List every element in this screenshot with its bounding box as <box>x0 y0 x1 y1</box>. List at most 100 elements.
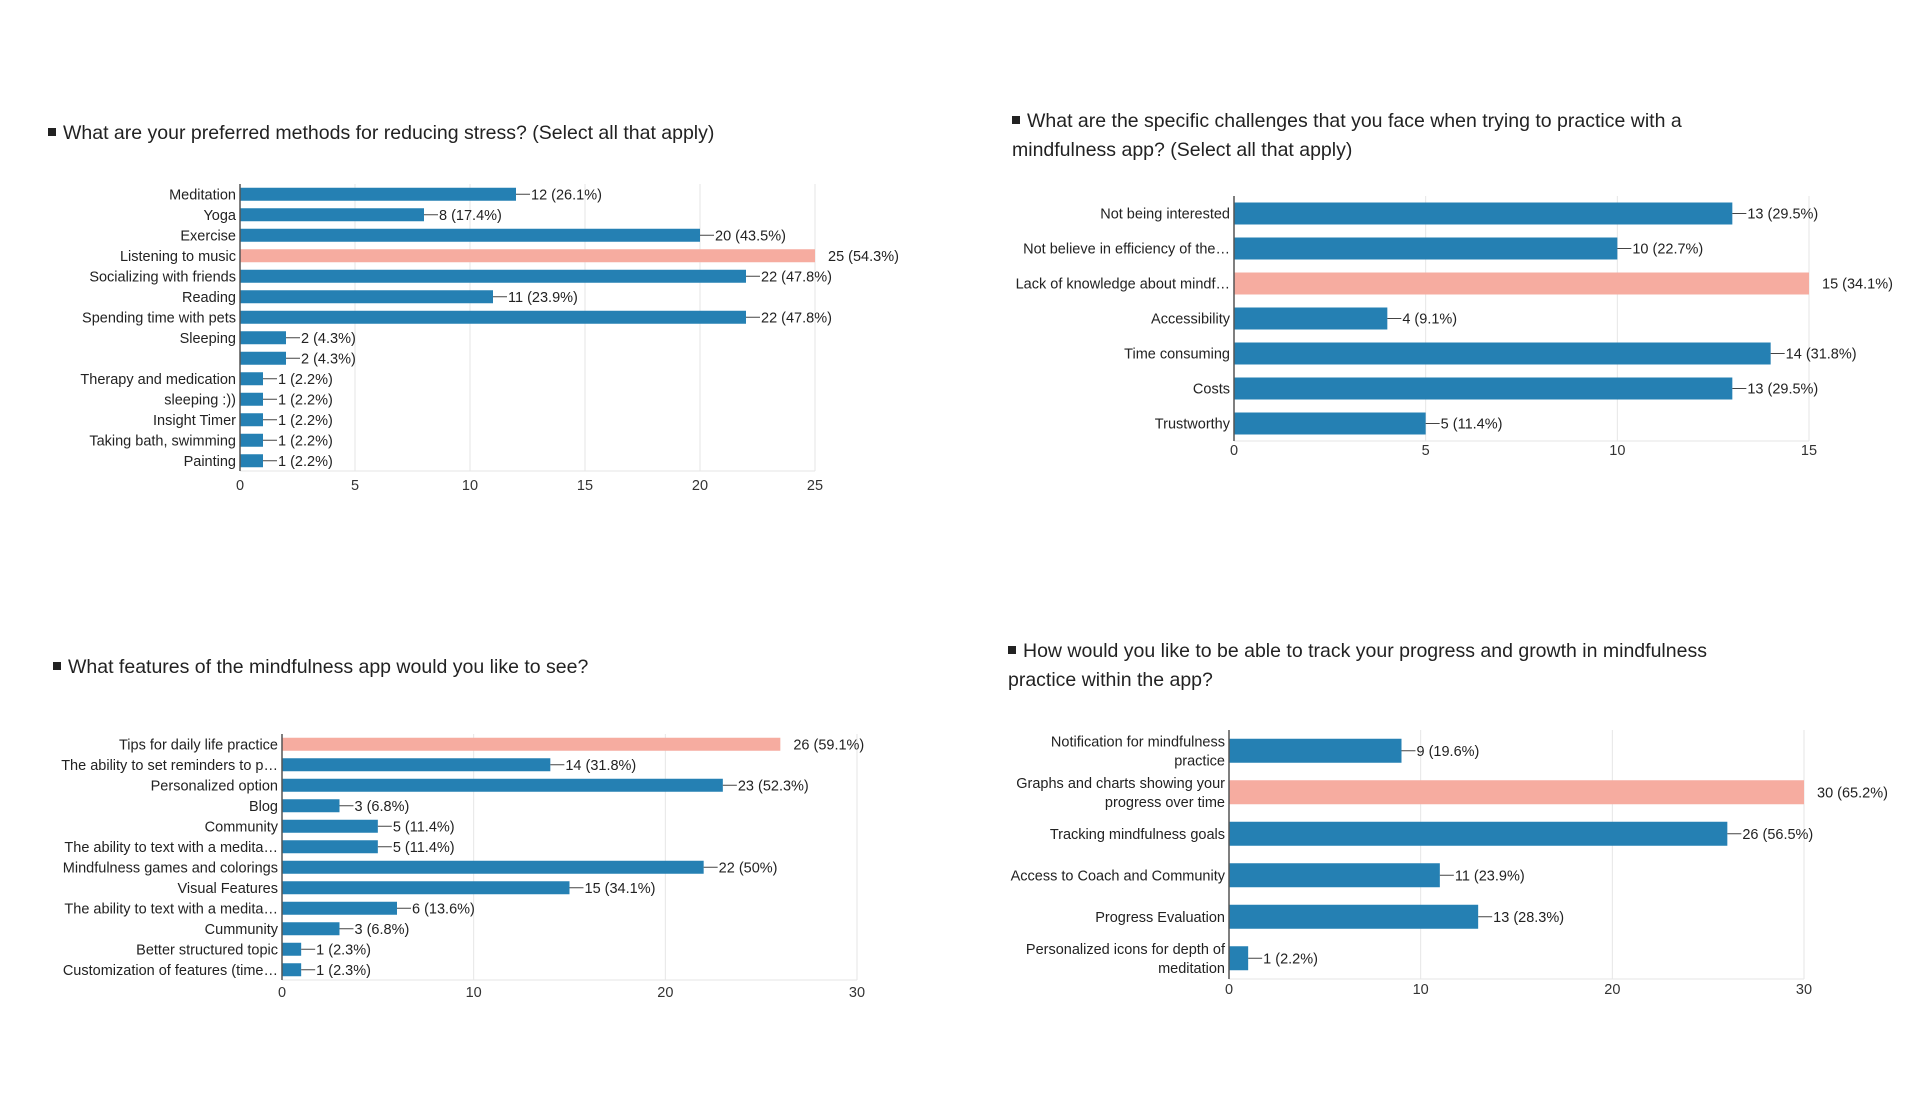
category-label: Spending time with pets <box>82 310 236 326</box>
bar <box>240 310 746 324</box>
value-label: 1 (2.2%) <box>278 372 333 388</box>
chart-title: What are your preferred methods for redu… <box>48 119 948 148</box>
category-label: Tips for daily life practice <box>119 737 278 753</box>
bar <box>240 413 263 427</box>
value-label: 26 (59.1%) <box>793 737 864 753</box>
x-tick-label: 0 <box>1225 982 1233 998</box>
value-label: 10 (22.7%) <box>1632 242 1703 258</box>
bar <box>1234 342 1771 365</box>
x-tick-label: 25 <box>807 478 823 494</box>
category-label: meditation <box>1158 961 1225 977</box>
bar <box>1234 307 1388 330</box>
bar <box>240 208 424 222</box>
value-label: 1 (2.2%) <box>278 433 333 449</box>
bar <box>282 963 302 977</box>
category-label: Exercise <box>180 228 236 244</box>
x-tick-label: 0 <box>236 478 244 494</box>
value-label: 1 (2.3%) <box>316 963 371 979</box>
x-tick-label: 20 <box>1604 982 1620 998</box>
category-label: Not believe in efficiency of the… <box>1023 242 1230 258</box>
bar <box>282 901 397 915</box>
value-label: 5 (11.4%) <box>393 840 455 856</box>
value-label: 30 (65.2%) <box>1817 785 1888 801</box>
bar <box>1229 821 1728 846</box>
chart-title-text: What are the specific challenges that yo… <box>1012 110 1682 161</box>
category-label: Graphs and charts showing your <box>1016 776 1225 792</box>
category-label: Access to Coach and Community <box>1011 868 1226 884</box>
value-label: 3 (6.8%) <box>355 799 410 815</box>
bar <box>240 331 286 345</box>
bar <box>240 433 263 447</box>
bar <box>240 351 286 365</box>
category-label: Trustworthy <box>1155 417 1231 433</box>
value-label: 13 (29.5%) <box>1747 382 1818 398</box>
bar <box>1234 377 1733 400</box>
category-label: Painting <box>184 454 236 470</box>
category-label: Time consuming <box>1124 347 1230 363</box>
category-label: Accessibility <box>1151 312 1231 328</box>
value-label: 15 (34.1%) <box>1822 277 1893 293</box>
category-label: Blog <box>249 799 278 815</box>
bar <box>282 758 551 772</box>
category-label: Meditation <box>169 187 236 203</box>
category-label: sleeping :)) <box>164 392 236 408</box>
category-label: Insight Timer <box>153 413 236 429</box>
category-label: Notification for mindfulness <box>1051 734 1225 750</box>
value-label: 20 (43.5%) <box>715 228 786 244</box>
value-label: 1 (2.3%) <box>316 942 371 958</box>
bar <box>240 392 263 406</box>
value-label: 3 (6.8%) <box>355 922 410 938</box>
x-tick-label: 5 <box>1422 443 1430 459</box>
category-label: Reading <box>182 290 236 306</box>
x-tick-label: 30 <box>849 985 865 1001</box>
bar <box>240 249 815 263</box>
value-label: 5 (11.4%) <box>393 819 455 835</box>
bar <box>282 819 378 833</box>
bar <box>282 778 723 792</box>
chart-title-text: What features of the mindfulness app wou… <box>68 656 589 678</box>
category-label: Costs <box>1193 382 1230 398</box>
bar <box>1229 863 1440 888</box>
bar <box>1229 738 1402 763</box>
x-tick-label: 20 <box>657 985 673 1001</box>
category-label: progress over time <box>1105 795 1225 811</box>
category-label: Cummunity <box>205 922 279 938</box>
chart-title: How would you like to be able to track y… <box>1008 637 1768 695</box>
category-label: Visual Features <box>178 881 278 897</box>
category-label: The ability to set reminders to p… <box>61 758 278 774</box>
category-label: Mindfulness games and colorings <box>63 860 278 876</box>
bar <box>1229 946 1249 971</box>
value-label: 1 (2.2%) <box>278 413 333 429</box>
value-label: 12 (26.1%) <box>531 187 602 203</box>
bar <box>240 290 493 304</box>
bar <box>1229 904 1479 929</box>
category-label: The ability to text with a medita… <box>64 840 278 856</box>
category-label: Listening to music <box>120 249 236 265</box>
value-label: 25 (54.3%) <box>828 249 899 265</box>
category-label: practice <box>1174 753 1225 769</box>
value-label: 14 (31.8%) <box>565 758 636 774</box>
bar <box>282 881 570 895</box>
value-label: 13 (28.3%) <box>1493 910 1564 926</box>
value-label: 13 (29.5%) <box>1747 207 1818 223</box>
category-label: Community <box>205 819 279 835</box>
value-label: 5 (11.4%) <box>1441 417 1503 433</box>
category-label: Progress Evaluation <box>1095 910 1225 926</box>
bar <box>282 737 781 751</box>
x-tick-label: 5 <box>351 478 359 494</box>
value-label: 8 (17.4%) <box>439 208 502 224</box>
value-label: 1 (2.2%) <box>1263 951 1318 967</box>
chart-title: What features of the mindfulness app wou… <box>53 653 953 682</box>
x-tick-label: 0 <box>1230 443 1238 459</box>
value-label: 6 (13.6%) <box>412 901 475 917</box>
bar <box>240 228 700 242</box>
category-label: Not being interested <box>1100 207 1230 223</box>
bullet-icon <box>1008 646 1016 654</box>
value-label: 1 (2.2%) <box>278 454 333 470</box>
x-tick-label: 10 <box>466 985 482 1001</box>
chart-title-text: What are your preferred methods for redu… <box>63 122 715 144</box>
